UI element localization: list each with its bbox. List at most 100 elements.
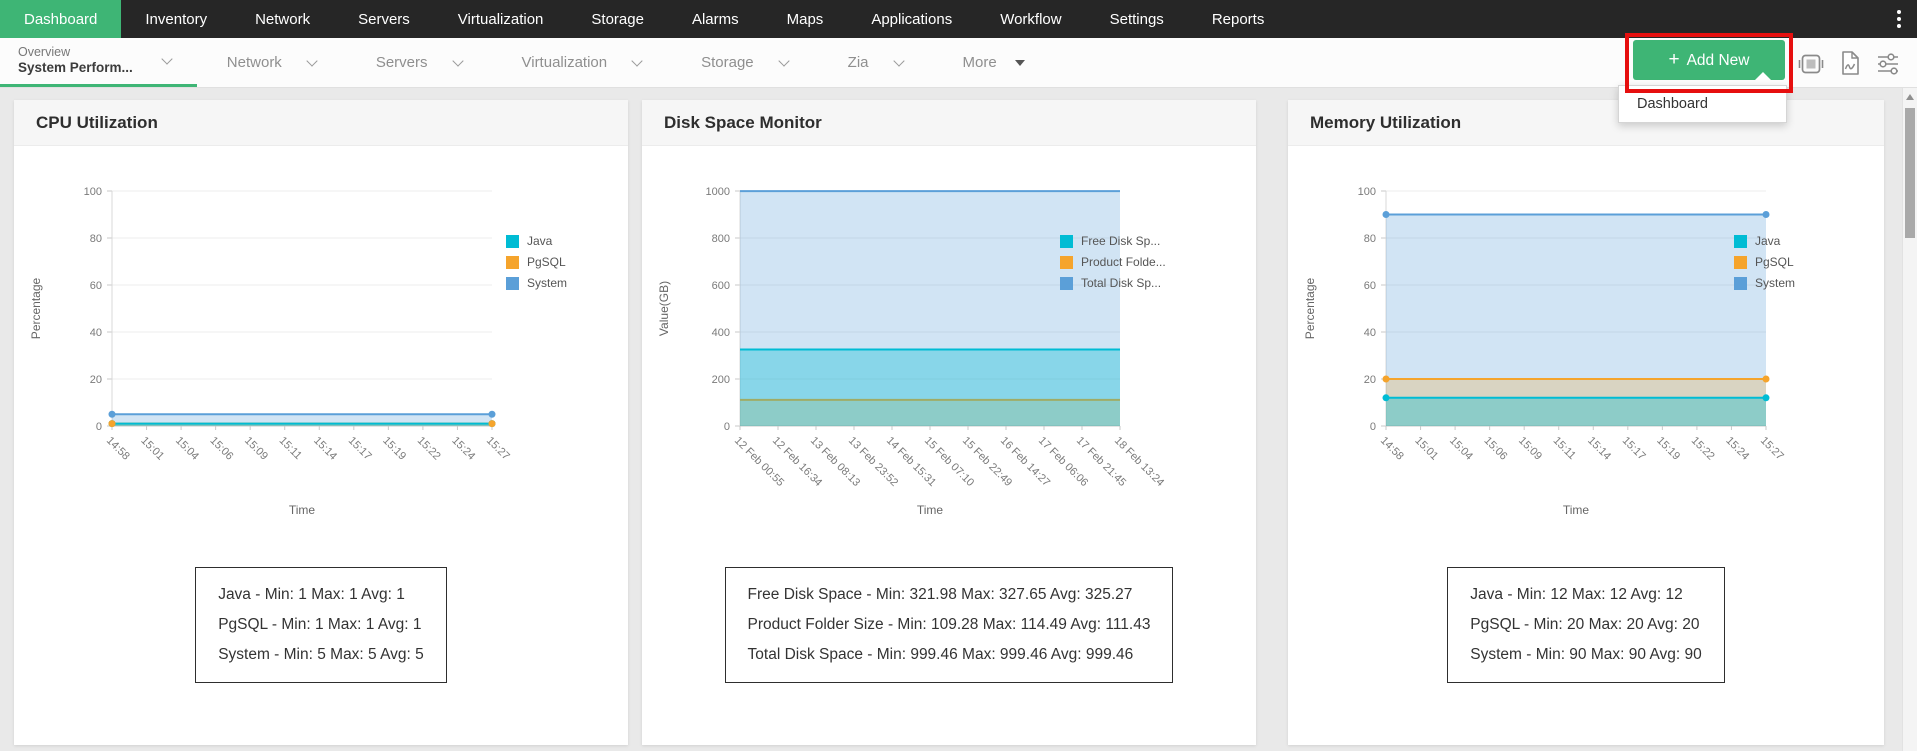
legend-swatch xyxy=(1060,255,1073,269)
slideshow-view-button[interactable] xyxy=(1797,49,1827,79)
legend-label: Free Disk Sp... xyxy=(1081,234,1161,248)
tab-more[interactable]: More xyxy=(933,38,1055,87)
svg-text:1000: 1000 xyxy=(706,186,730,198)
add-new-label: Add New xyxy=(1686,52,1750,69)
legend-item-total-disk-space[interactable]: Total Disk Sp... xyxy=(1060,276,1166,290)
legend-swatch xyxy=(1734,255,1747,269)
card-header: Disk Space Monitor xyxy=(642,100,1256,146)
card-header: CPU Utilization xyxy=(14,100,628,146)
svg-text:15:27: 15:27 xyxy=(1758,435,1786,463)
chevron-down-icon xyxy=(451,54,464,67)
scrollbar-thumb[interactable] xyxy=(1905,108,1915,238)
card-title: Memory Utilization xyxy=(1310,112,1462,132)
legend-swatch xyxy=(506,255,519,269)
svg-text:100: 100 xyxy=(84,186,102,198)
add-new-dropdown: Dashboard xyxy=(1618,85,1787,123)
export-pdf-button[interactable] xyxy=(1836,48,1866,78)
dropdown-item-dashboard[interactable]: Dashboard xyxy=(1637,96,1708,112)
disk-space-monitor-card: Disk Space Monitor 0 200 400 600 800 1000 12 F… xyxy=(642,100,1256,745)
svg-text:15:11: 15:11 xyxy=(277,435,304,462)
stats-box: Free Disk Space - Min: 321.98 Max: 327.6… xyxy=(724,567,1174,683)
tab-virtualization[interactable]: Virtualization xyxy=(492,38,672,87)
tab-network[interactable]: Network xyxy=(197,38,346,87)
add-new-button[interactable]: + Add New xyxy=(1633,40,1785,80)
legend-item-product-folder-size[interactable]: Product Folde... xyxy=(1060,255,1166,269)
pdf-icon xyxy=(1842,51,1859,75)
legend-item-system[interactable]: System xyxy=(506,276,567,290)
svg-text:15:14: 15:14 xyxy=(1585,435,1613,463)
legend-item-pgsql[interactable]: PgSQL xyxy=(1734,255,1795,269)
sliders-icon xyxy=(1878,53,1898,75)
caret-down-icon xyxy=(1014,59,1025,66)
legend-item-free-disk-space[interactable]: Free Disk Sp... xyxy=(1060,234,1166,248)
legend-item-java[interactable]: Java xyxy=(506,234,567,248)
legend-swatch xyxy=(1734,276,1747,290)
memory-area-chart: 0 20 40 60 80 100 14:58 15:01 15:04 15:06 15:09 15:… xyxy=(1303,186,1786,517)
svg-text:15:06: 15:06 xyxy=(1482,435,1510,463)
svg-text:800: 800 xyxy=(712,233,730,245)
tab-storage[interactable]: Storage xyxy=(671,38,818,87)
legend-item-pgsql[interactable]: PgSQL xyxy=(506,255,567,269)
svg-text:20: 20 xyxy=(1364,374,1376,386)
svg-text:15:04: 15:04 xyxy=(173,435,201,463)
chevron-down-icon xyxy=(777,54,790,67)
svg-text:0: 0 xyxy=(724,421,730,433)
topnav-item-dashboard[interactable]: Dashboard xyxy=(0,0,122,38)
tab-overview-system-performance[interactable]: Overview System Perform... xyxy=(0,38,197,87)
legend-swatch xyxy=(506,234,519,248)
svg-text:40: 40 xyxy=(1364,327,1376,339)
svg-text:Time: Time xyxy=(917,503,944,517)
svg-text:20: 20 xyxy=(90,374,102,386)
active-tab-title: System Perform... xyxy=(18,60,133,76)
topnav-item-workflow[interactable]: Workflow xyxy=(1000,10,1062,28)
legend-swatch xyxy=(1060,234,1073,248)
stats-box: Java - Min: 1 Max: 1 Avg: 1 PgSQL - Min:… xyxy=(195,567,447,683)
display-settings-button[interactable] xyxy=(1874,49,1904,79)
kebab-menu-icon[interactable] xyxy=(1881,0,1917,38)
topnav-item-virtualization[interactable]: Virtualization xyxy=(457,10,544,28)
legend-label: PgSQL xyxy=(1755,255,1794,269)
topnav-item-settings[interactable]: Settings xyxy=(1109,10,1164,28)
stats-line: Free Disk Space - Min: 321.98 Max: 327.6… xyxy=(747,586,1133,603)
topnav-item-maps[interactable]: Maps xyxy=(786,10,824,28)
legend-label: Java xyxy=(527,234,553,248)
scroll-up-arrow-icon[interactable] xyxy=(1906,94,1914,100)
svg-text:15:06: 15:06 xyxy=(208,435,236,463)
topnav-item-storage[interactable]: Storage xyxy=(591,10,644,28)
topnav-item-reports[interactable]: Reports xyxy=(1211,10,1265,28)
svg-text:80: 80 xyxy=(90,233,102,245)
tab-zia[interactable]: Zia xyxy=(818,38,933,87)
svg-text:400: 400 xyxy=(712,327,730,339)
stats-line: PgSQL - Min: 1 Max: 1 Avg: 1 xyxy=(218,616,422,633)
topnav-item-inventory[interactable]: Inventory xyxy=(145,10,208,28)
tab-label: Servers xyxy=(375,54,428,71)
vertical-scrollbar[interactable] xyxy=(1902,88,1917,751)
stats-line: Java - Min: 12 Max: 12 Avg: 12 xyxy=(1470,586,1683,603)
slideshow-icon xyxy=(1798,54,1824,74)
stats-section: Java - Min: 12 Max: 12 Avg: 12 PgSQL - M… xyxy=(1288,567,1884,683)
legend-item-java[interactable]: Java xyxy=(1734,234,1795,248)
chart-legend: Java PgSQL System xyxy=(506,234,567,297)
stats-line: System - Min: 90 Max: 90 Avg: 90 xyxy=(1470,646,1702,663)
plus-icon: + xyxy=(1668,49,1680,70)
memory-chart-area: 0 20 40 60 80 100 14:58 15:01 15:04 15:06 15:09 15:… xyxy=(1288,176,1884,521)
topnav-item-applications[interactable]: Applications xyxy=(871,10,953,28)
svg-text:60: 60 xyxy=(90,280,102,292)
topnav-item-servers[interactable]: Servers xyxy=(358,10,410,28)
tab-label: More xyxy=(962,54,997,71)
svg-text:15:22: 15:22 xyxy=(415,435,443,463)
topnav-item-network[interactable]: Network xyxy=(255,10,311,28)
legend-item-system[interactable]: System xyxy=(1734,276,1795,290)
memory-utilization-card: Memory Utilization 0 20 40 60 80 100 14:58 15:0… xyxy=(1288,100,1884,745)
cpu-chart-area: 0 20 40 60 80 100 14:58 15:01 15:04 15:06 15:09 15:… xyxy=(14,176,628,521)
topnav-item-alarms[interactable]: Alarms xyxy=(691,10,739,28)
svg-text:15:17: 15:17 xyxy=(1620,435,1648,463)
tab-label: Storage xyxy=(701,54,754,71)
svg-text:40: 40 xyxy=(90,327,102,339)
svg-text:Time: Time xyxy=(289,503,316,517)
chevron-down-icon xyxy=(161,53,173,65)
tab-servers[interactable]: Servers xyxy=(346,38,492,87)
svg-text:Value(GB): Value(GB) xyxy=(657,281,671,336)
svg-text:15:22: 15:22 xyxy=(1689,435,1717,463)
